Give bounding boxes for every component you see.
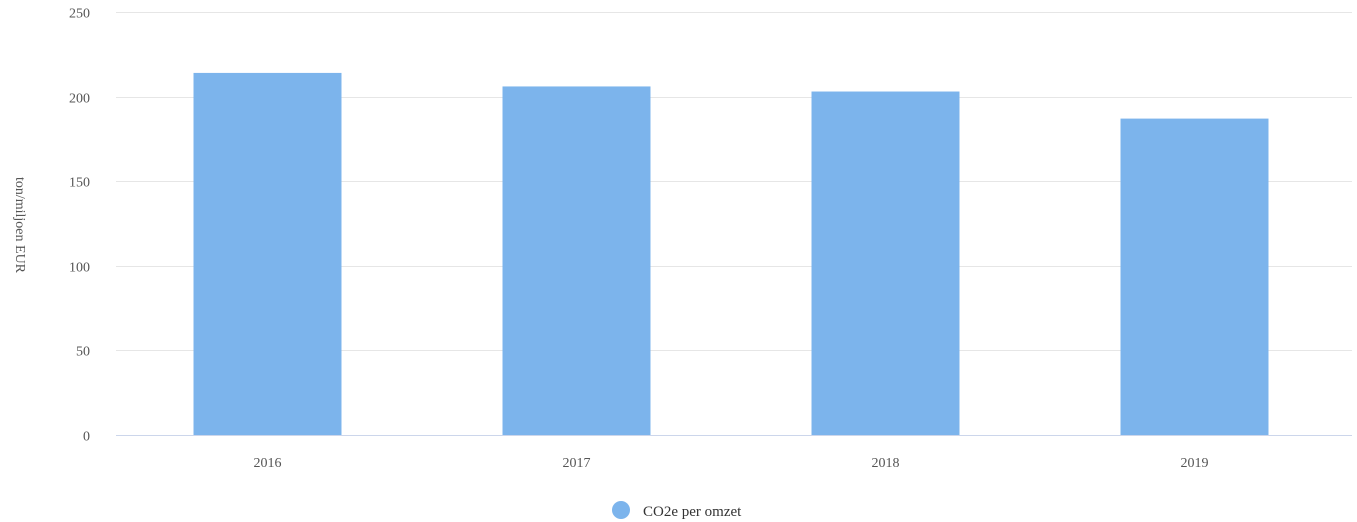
y-tick-label: 100 [69, 261, 90, 276]
x-tick-label: 2017 [563, 456, 591, 471]
x-tick-label: 2016 [254, 456, 282, 471]
y-tick-label: 0 [83, 430, 90, 445]
legend-label: CO2e per omzet [643, 504, 742, 520]
legend[interactable]: CO2e per omzet [612, 501, 742, 520]
y-tick-label: 250 [69, 7, 90, 22]
y-tick-label: 150 [69, 176, 90, 191]
x-axis-ticks: 2016 2017 2018 2019 [254, 456, 1209, 471]
y-axis-ticks: 0 50 100 150 200 250 [69, 7, 90, 445]
bar-2019[interactable] [1120, 118, 1269, 435]
y-tick-label: 50 [76, 345, 90, 360]
y-tick-label: 200 [69, 92, 90, 107]
legend-swatch-icon [612, 501, 630, 519]
bar-2018[interactable] [811, 91, 960, 436]
y-axis-title: ton/miljoen EUR [12, 177, 27, 274]
bars [193, 72, 1269, 436]
x-tick-label: 2019 [1181, 456, 1209, 471]
bar-2016[interactable] [193, 72, 342, 436]
x-tick-label: 2018 [872, 456, 900, 471]
bar-2017[interactable] [502, 86, 651, 435]
